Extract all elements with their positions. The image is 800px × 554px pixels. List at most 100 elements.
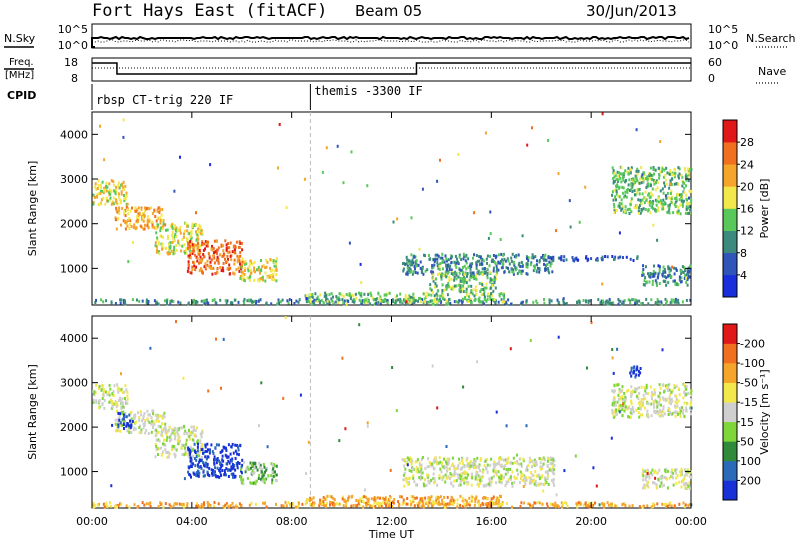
echo-cell <box>231 442 234 446</box>
echo-cell <box>458 473 461 477</box>
echo-cell <box>101 402 104 406</box>
echo-cell <box>486 276 489 280</box>
echo-cell <box>414 271 417 274</box>
echo-cell <box>185 438 188 442</box>
echo-cell <box>121 206 124 210</box>
echo-cell <box>552 258 555 262</box>
echo-cell <box>218 468 221 472</box>
echo-cell <box>585 299 588 303</box>
echo-cell <box>656 186 659 190</box>
echo-cell <box>431 290 434 294</box>
echo-cell <box>190 475 192 479</box>
echo-cell <box>189 271 192 275</box>
echo-cell <box>309 496 312 500</box>
echo-cell <box>477 482 480 486</box>
echo-cell <box>97 386 100 390</box>
echo-cell <box>618 185 621 189</box>
echo-cell <box>324 291 327 295</box>
echo-cell <box>475 288 478 292</box>
echo-cell <box>224 299 227 303</box>
echo-cell <box>480 271 483 275</box>
echo-cell <box>295 505 298 509</box>
echo-cell <box>674 300 677 304</box>
echo-cell <box>634 390 637 393</box>
echo-cell <box>259 463 262 467</box>
echo-cell <box>169 241 172 245</box>
echo-cell <box>658 395 661 399</box>
echo-cell <box>143 503 146 507</box>
echo-cell <box>366 497 369 501</box>
echo-cell <box>669 501 672 505</box>
echo-cell <box>99 185 102 189</box>
echo-cell <box>521 264 524 268</box>
echo-cell <box>670 201 673 204</box>
echo-cell <box>540 482 543 486</box>
echo-cell <box>92 200 95 204</box>
nave-tick-top: 60 <box>708 56 722 69</box>
echo-cell <box>413 480 416 484</box>
echo-cell <box>410 270 413 274</box>
echo-cell <box>93 505 96 508</box>
echo-cell <box>440 275 443 279</box>
echo-cell <box>667 413 670 416</box>
echo-cell <box>667 267 670 271</box>
echo-cell <box>415 469 418 473</box>
echo-cell <box>213 458 215 462</box>
echo-cell <box>410 462 413 466</box>
echo-cell <box>402 478 405 482</box>
echo-cell <box>587 300 590 304</box>
echo-cell <box>613 400 616 404</box>
nsearch-axis-label: N.Search <box>746 32 796 45</box>
echo-cell <box>403 484 406 488</box>
echo-cell <box>215 461 218 465</box>
echo-cell <box>156 414 159 418</box>
echo-cell <box>159 425 162 429</box>
echo-cell <box>380 505 383 509</box>
echo-cell <box>547 256 550 260</box>
echo-cell <box>662 191 665 195</box>
echo-cell <box>187 302 190 306</box>
echo-cell <box>157 415 160 419</box>
echo-cell <box>529 339 532 342</box>
echo-cell <box>412 500 415 503</box>
echo-cell <box>440 277 443 281</box>
echo-cell <box>666 210 669 214</box>
echo-cell <box>265 505 268 509</box>
echo-cell <box>651 202 654 206</box>
echo-cell <box>268 274 271 277</box>
echo-cell <box>100 198 103 202</box>
echo-cell <box>480 293 483 297</box>
x-tick-label: 16:00 <box>475 515 507 528</box>
echo-cell <box>629 301 632 304</box>
echo-cell <box>340 293 343 297</box>
echo-cell <box>248 298 251 302</box>
echo-cell <box>325 298 327 302</box>
echo-cell <box>407 483 410 486</box>
echo-cell <box>661 484 664 488</box>
echo-cell <box>182 444 185 447</box>
echo-cell <box>363 300 366 304</box>
echo-cell <box>473 466 475 470</box>
echo-cell <box>682 270 685 274</box>
echo-cell <box>124 397 126 400</box>
echo-cell <box>575 257 578 261</box>
echo-cell <box>126 397 129 401</box>
colorbar-swatch <box>723 230 737 254</box>
echo-cell <box>146 409 149 413</box>
echo-cell <box>684 486 687 490</box>
colorbar-tick-label: 8 <box>740 247 747 260</box>
echo-cell <box>192 439 195 443</box>
echo-cell <box>518 261 521 265</box>
echo-cell <box>151 426 154 429</box>
echo-cell <box>154 455 157 459</box>
echo-cell <box>225 462 228 466</box>
echo-cell <box>264 470 266 474</box>
echo-cell <box>202 461 205 465</box>
echo-cell <box>642 268 645 271</box>
echo-cell <box>191 250 194 253</box>
echo-cell <box>195 474 198 478</box>
echo-cell <box>690 475 693 479</box>
echo-cell <box>459 285 462 289</box>
echo-cell <box>436 257 439 261</box>
echo-cell <box>466 293 468 297</box>
